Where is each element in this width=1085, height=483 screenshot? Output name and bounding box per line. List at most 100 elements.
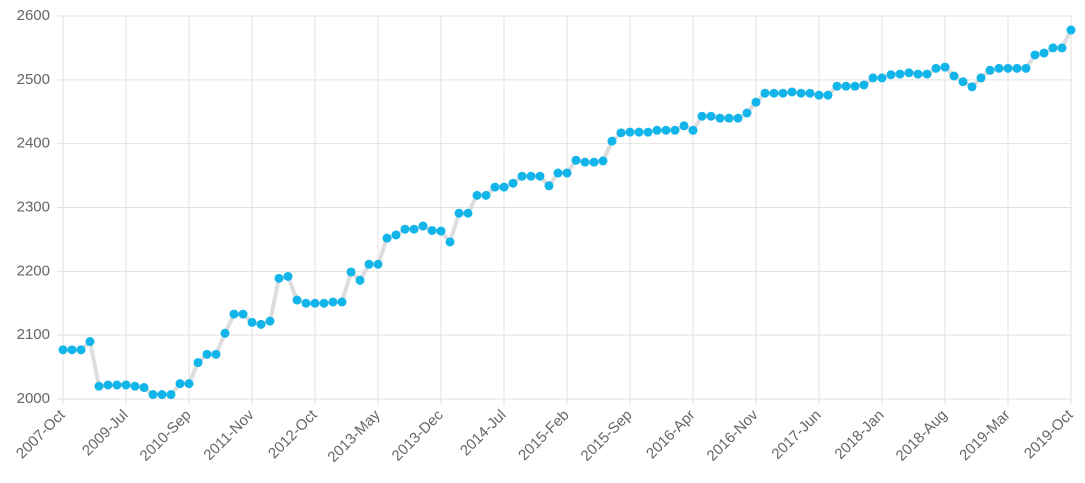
data-point bbox=[913, 69, 923, 79]
data-point bbox=[652, 125, 662, 135]
data-point bbox=[787, 87, 797, 97]
x-tick-label: 2018-Jan bbox=[831, 407, 887, 463]
data-point bbox=[499, 182, 509, 192]
data-point bbox=[724, 113, 734, 123]
data-point bbox=[175, 379, 185, 389]
data-point bbox=[733, 113, 743, 123]
data-point bbox=[715, 113, 725, 123]
data-point bbox=[418, 221, 428, 231]
data-point bbox=[562, 168, 572, 178]
x-tick-label: 2007-Oct bbox=[13, 406, 69, 462]
data-point bbox=[814, 90, 824, 100]
data-point bbox=[184, 379, 194, 389]
data-point bbox=[103, 380, 113, 390]
data-point bbox=[517, 171, 527, 181]
data-point bbox=[958, 77, 968, 87]
data-point bbox=[1003, 63, 1013, 73]
data-point bbox=[58, 345, 68, 355]
data-point bbox=[310, 298, 320, 308]
data-point bbox=[976, 73, 986, 83]
data-point bbox=[94, 381, 104, 391]
data-point bbox=[841, 81, 851, 91]
data-point bbox=[598, 156, 608, 166]
y-tick-label: 2100 bbox=[17, 326, 50, 343]
data-point bbox=[445, 237, 455, 247]
x-tick-label: 2012-Oct bbox=[265, 406, 321, 462]
data-point bbox=[400, 224, 410, 234]
data-point bbox=[679, 121, 689, 131]
data-point bbox=[796, 88, 806, 98]
data-point bbox=[481, 190, 491, 200]
x-tick-label: 2009-Jul bbox=[79, 407, 132, 460]
y-tick-label: 2000 bbox=[17, 390, 50, 407]
data-point bbox=[526, 171, 536, 181]
data-point bbox=[454, 208, 464, 218]
data-point bbox=[157, 390, 167, 400]
data-point bbox=[85, 337, 95, 347]
data-point bbox=[211, 349, 221, 359]
data-point bbox=[823, 90, 833, 100]
data-point bbox=[805, 88, 815, 98]
y-tick-label: 2200 bbox=[17, 262, 50, 279]
data-point bbox=[994, 63, 1004, 73]
data-point bbox=[895, 69, 905, 79]
data-point bbox=[427, 225, 437, 235]
y-tick-label: 2300 bbox=[17, 198, 50, 215]
data-point bbox=[67, 345, 77, 355]
data-point bbox=[580, 157, 590, 167]
data-point bbox=[355, 275, 365, 285]
x-tick-label: 2011-Nov bbox=[200, 406, 258, 464]
data-point bbox=[589, 157, 599, 167]
y-tick-label: 2400 bbox=[17, 135, 50, 152]
data-point bbox=[76, 345, 86, 355]
data-point bbox=[1039, 48, 1049, 58]
data-point bbox=[769, 88, 779, 98]
data-point bbox=[1012, 63, 1022, 73]
data-point bbox=[940, 62, 950, 72]
data-point bbox=[643, 127, 653, 137]
data-point bbox=[877, 73, 887, 83]
data-point bbox=[751, 97, 761, 107]
data-point bbox=[247, 317, 257, 327]
data-point bbox=[742, 108, 752, 118]
data-point bbox=[382, 233, 392, 243]
x-tick-label: 2019-Mar bbox=[956, 407, 1013, 464]
data-point bbox=[193, 358, 203, 368]
data-point bbox=[220, 328, 230, 338]
data-point bbox=[256, 319, 266, 329]
data-point bbox=[661, 125, 671, 135]
data-point bbox=[337, 297, 347, 307]
data-point bbox=[292, 295, 302, 305]
data-point bbox=[166, 390, 176, 400]
data-point bbox=[148, 390, 158, 400]
data-point bbox=[319, 298, 329, 308]
data-point bbox=[868, 73, 878, 83]
data-point bbox=[472, 190, 482, 200]
data-point bbox=[508, 178, 518, 188]
data-point bbox=[985, 65, 995, 75]
data-point bbox=[697, 111, 707, 121]
x-tick-label: 2017-Jun bbox=[768, 407, 824, 463]
data-point bbox=[931, 63, 941, 73]
x-tick-label: 2010-Sep bbox=[137, 407, 195, 465]
data-point bbox=[967, 82, 977, 92]
data-point bbox=[1048, 43, 1058, 53]
x-tick-label: 2016-Apr bbox=[643, 407, 699, 463]
data-point bbox=[670, 125, 680, 135]
data-point bbox=[1030, 50, 1040, 60]
data-point bbox=[373, 259, 383, 269]
data-point bbox=[634, 127, 644, 137]
data-point bbox=[121, 380, 131, 390]
data-point bbox=[949, 71, 959, 81]
data-point bbox=[265, 316, 275, 326]
data-point bbox=[274, 273, 284, 283]
data-point bbox=[328, 297, 338, 307]
data-point bbox=[463, 208, 473, 218]
data-point bbox=[139, 383, 149, 393]
x-tick-label: 2015-Sep bbox=[578, 407, 636, 465]
y-tick-label: 2500 bbox=[17, 71, 50, 88]
data-point bbox=[832, 81, 842, 91]
data-point bbox=[1057, 43, 1067, 53]
data-point bbox=[760, 88, 770, 98]
